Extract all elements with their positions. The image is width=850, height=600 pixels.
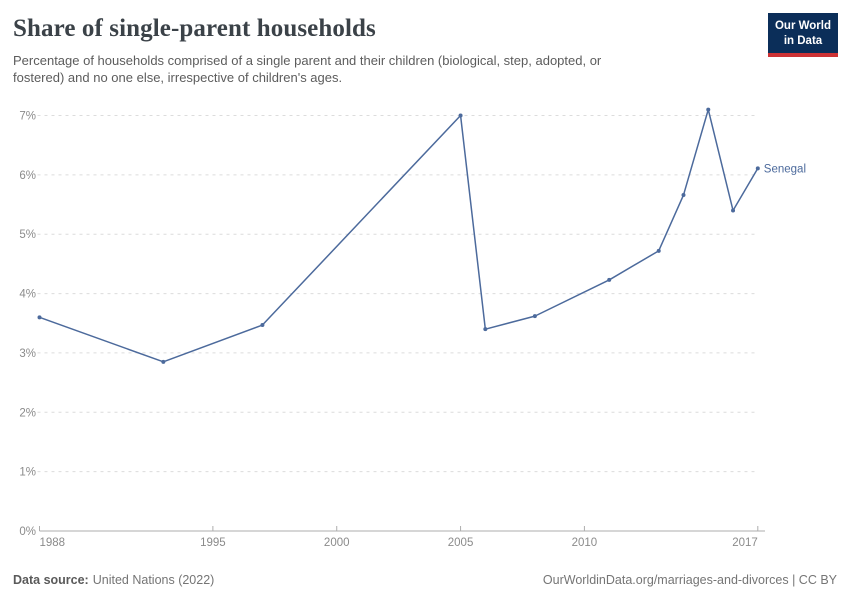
data-point[interactable] [755, 166, 760, 171]
page-title: Share of single-parent households [13, 15, 376, 42]
data-source: Data source: United Nations (2022) [13, 573, 214, 587]
data-point[interactable] [681, 193, 686, 198]
data-point[interactable] [656, 248, 661, 253]
series-end-label[interactable]: Senegal [764, 163, 806, 175]
data-point[interactable] [706, 107, 711, 112]
x-tick-label: 2010 [572, 537, 598, 549]
x-tick-label: 2000 [324, 537, 350, 549]
y-tick-label: 2% [19, 407, 36, 419]
chart-footer: Data source: United Nations (2022) OurWor… [13, 573, 837, 587]
data-point[interactable] [607, 277, 612, 282]
subtitle-line-1: Percentage of households comprised of a … [13, 52, 602, 68]
subtitle-line-2: fostered) and no one else, irrespective … [13, 70, 343, 86]
y-tick-label: 0% [19, 526, 36, 538]
attribution-link[interactable]: OurWorldinData.org/marriages-and-divorce… [542, 573, 837, 587]
y-tick-label: 6% [19, 170, 36, 182]
data-source-label: Data source: [13, 573, 89, 587]
data-point[interactable] [161, 359, 166, 364]
data-point[interactable] [260, 323, 265, 328]
y-tick-label: 1% [19, 467, 36, 479]
data-point[interactable] [731, 208, 736, 213]
owid-logo-line-2: in Data [783, 34, 823, 47]
owid-logo[interactable]: Our World in Data [768, 13, 838, 58]
y-tick-label: 5% [19, 229, 36, 241]
data-point[interactable] [483, 327, 488, 332]
y-tick-label: 7% [19, 111, 36, 123]
data-source-value: United Nations (2022) [92, 573, 215, 587]
x-tick-label: 2005 [448, 537, 474, 549]
x-tick-label: 1988 [40, 537, 66, 549]
data-point[interactable] [458, 113, 463, 118]
data-point[interactable] [532, 314, 537, 319]
series-line-senegal[interactable] [39, 108, 759, 363]
x-tick-label: 2017 [732, 537, 758, 549]
y-tick-label: 4% [19, 289, 36, 301]
x-tick-label: 1995 [200, 537, 226, 549]
chart-header: Share of single-parent households Percen… [0, 0, 850, 87]
chart-subtitle: Percentage of households comprised of a … [13, 52, 837, 87]
data-point[interactable] [37, 315, 42, 320]
owid-logo-line-1: Our World [774, 20, 831, 32]
y-tick-label: 3% [19, 348, 36, 360]
